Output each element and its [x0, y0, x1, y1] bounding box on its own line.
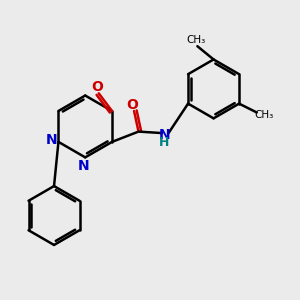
Text: N: N	[159, 128, 170, 142]
Text: N: N	[45, 134, 57, 147]
Text: CH₃: CH₃	[254, 110, 274, 120]
Text: CH₃: CH₃	[186, 35, 206, 45]
Text: O: O	[127, 98, 139, 112]
Text: N: N	[78, 159, 90, 172]
Text: O: O	[91, 80, 103, 94]
Text: H: H	[159, 136, 170, 149]
